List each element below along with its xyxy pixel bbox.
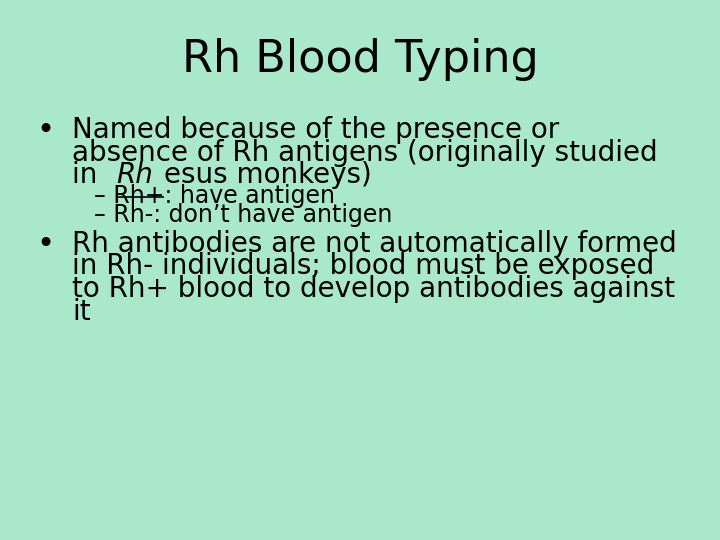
Text: – Rh-: don’t have antigen: – Rh-: don’t have antigen — [94, 203, 392, 227]
Text: esus monkeys): esus monkeys) — [163, 161, 372, 190]
Text: Rh antibodies are not automatically formed: Rh antibodies are not automatically form… — [72, 230, 677, 258]
Text: Named because of the presence or: Named because of the presence or — [72, 116, 559, 144]
Text: •: • — [36, 116, 54, 145]
Text: to Rh+ blood to develop antibodies against: to Rh+ blood to develop antibodies again… — [72, 275, 675, 303]
Text: in Rh- individuals; blood must be exposed: in Rh- individuals; blood must be expose… — [72, 252, 654, 280]
Text: – Rh+: have antigen: – Rh+: have antigen — [94, 184, 335, 208]
Text: •: • — [36, 230, 54, 259]
Text: in: in — [72, 161, 107, 190]
Text: Rh: Rh — [116, 161, 153, 190]
Text: Rh Blood Typing: Rh Blood Typing — [181, 38, 539, 81]
Text: absence of Rh antigens (originally studied: absence of Rh antigens (originally studi… — [72, 139, 657, 167]
Text: it: it — [72, 298, 91, 326]
